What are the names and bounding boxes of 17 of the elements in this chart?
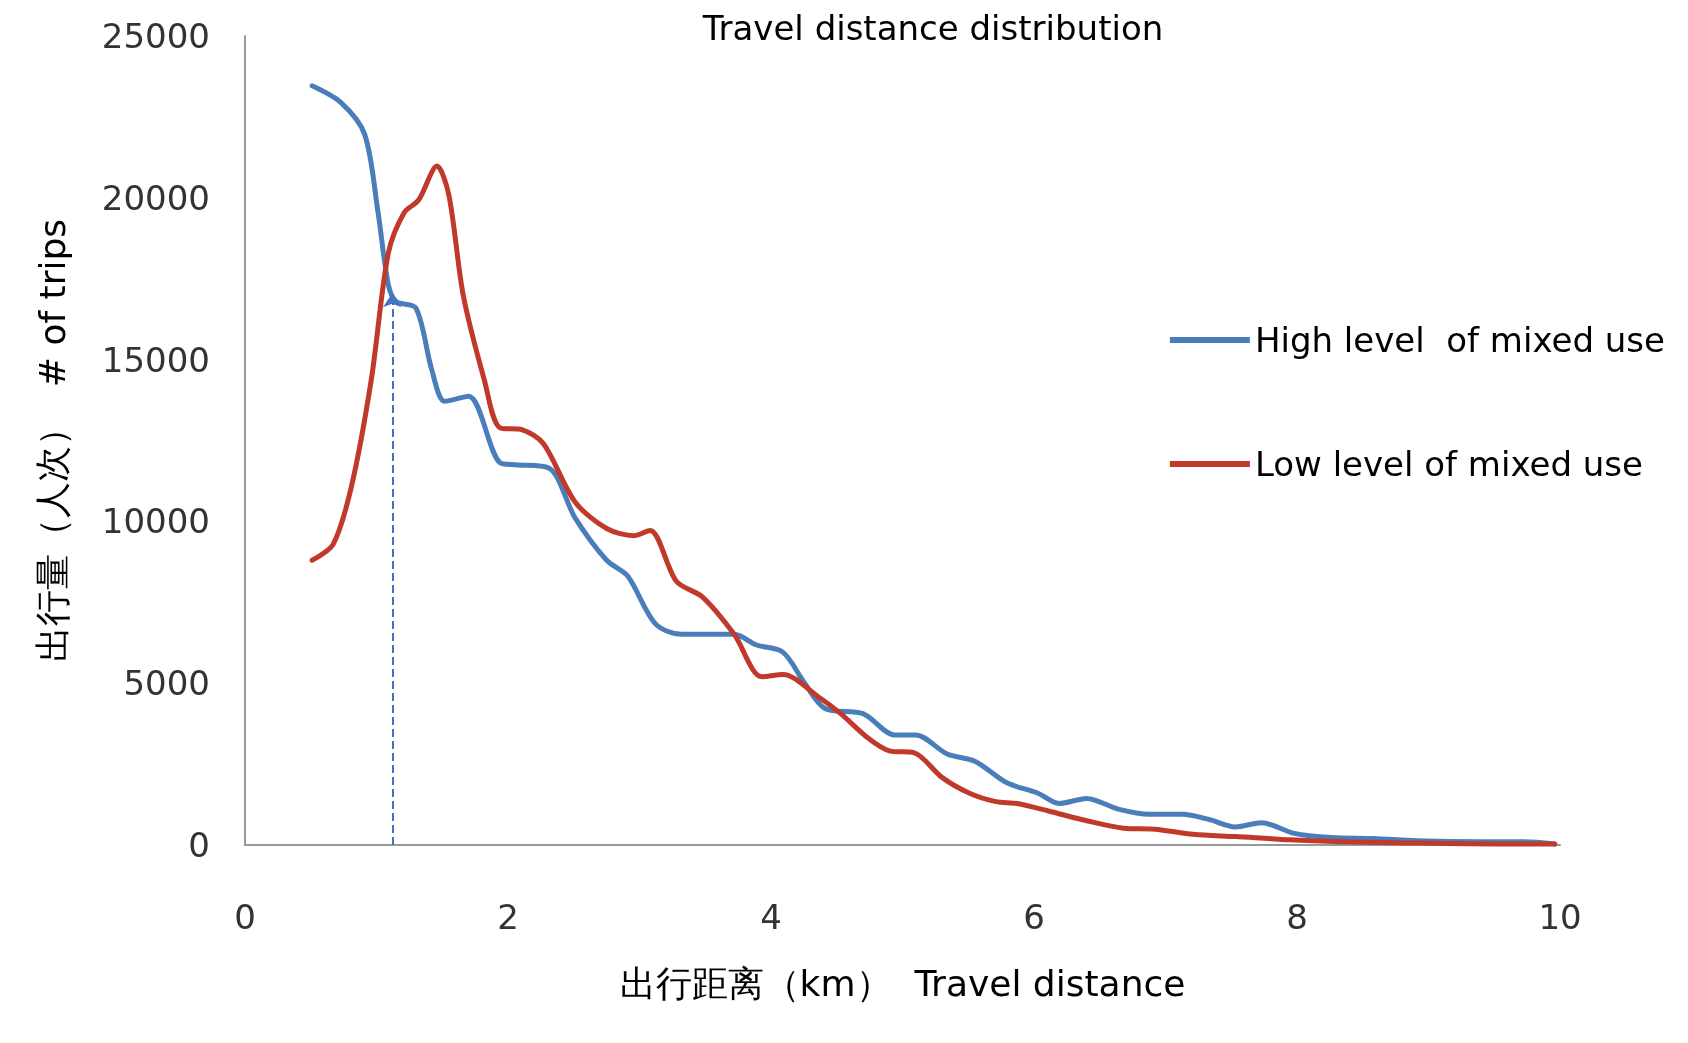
legend-label: High level of mixed use bbox=[1254, 320, 1665, 360]
y-tick-label: 15000 bbox=[101, 339, 210, 380]
y-axis-title: 出行量（人次） # of trips bbox=[31, 218, 73, 663]
y-tick-label: 0 bbox=[188, 825, 210, 865]
y-tick-label: 20000 bbox=[101, 177, 210, 218]
y-tick-label: 10000 bbox=[101, 501, 210, 542]
x-tick-label: 4 bbox=[760, 897, 782, 937]
legend-label: Low level of mixed use bbox=[1254, 444, 1644, 484]
x-tick-label: 10 bbox=[1538, 897, 1582, 937]
x-tick-label: 2 bbox=[497, 897, 519, 937]
y-tick-label: 25000 bbox=[101, 16, 210, 56]
x-tick-label: 6 bbox=[1023, 897, 1045, 937]
y-tick-label: 5000 bbox=[123, 663, 210, 704]
x-axis-title: 出行距离（km） Travel distance bbox=[619, 962, 1186, 1004]
x-tick-label: 0 bbox=[234, 897, 256, 937]
x-tick-label: 8 bbox=[1286, 897, 1308, 937]
chart-title: Travel distance distribution bbox=[701, 8, 1164, 48]
